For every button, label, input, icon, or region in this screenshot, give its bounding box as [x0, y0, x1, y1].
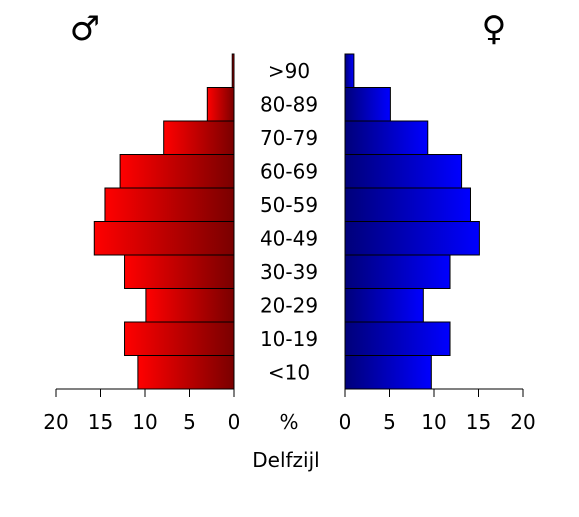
- male-bars: [93, 53, 235, 390]
- female-bar: [344, 321, 451, 356]
- male-bar: [145, 288, 235, 323]
- male-bar: [124, 321, 235, 356]
- unit-label: %: [279, 410, 298, 434]
- male-bar: [93, 221, 235, 256]
- age-group-label: 80-89: [260, 92, 318, 116]
- female-bar: [344, 355, 432, 390]
- age-group-label: >90: [268, 59, 310, 83]
- female-bars: [344, 53, 480, 390]
- female-axis-tick-label: 5: [383, 410, 396, 434]
- axes: 20 15 10 5 0 0 5 10 15 20: [43, 388, 536, 434]
- male-bar: [137, 355, 235, 390]
- male-bar: [231, 53, 235, 88]
- female-bar: [344, 187, 471, 222]
- age-group-label: 70-79: [260, 126, 318, 150]
- male-bar: [104, 187, 235, 222]
- male-axis-tick-label: 15: [88, 410, 113, 434]
- male-axis-tick-label: 5: [183, 410, 196, 434]
- female-axis-tick-label: 10: [421, 410, 446, 434]
- male-bar: [119, 154, 235, 189]
- age-group-label: 40-49: [260, 226, 318, 250]
- female-bar: [344, 221, 480, 256]
- male-symbol: ♂: [70, 9, 100, 49]
- female-symbol: ♀: [482, 9, 507, 49]
- age-group-label: <10: [268, 360, 310, 384]
- female-bar: [344, 53, 355, 88]
- age-group-label: 50-59: [260, 193, 318, 217]
- age-group-label: 60-69: [260, 159, 318, 183]
- male-bar: [124, 254, 235, 289]
- male-axis-tick-label: 0: [228, 410, 241, 434]
- female-axis-tick-label: 20: [510, 410, 535, 434]
- male-axis-tick-label: 10: [132, 410, 157, 434]
- female-axis-tick-label: 0: [339, 410, 352, 434]
- male-axis-tick-label: 20: [43, 410, 68, 434]
- female-bar: [344, 288, 424, 323]
- male-bar: [206, 87, 235, 122]
- age-group-label: 30-39: [260, 260, 318, 284]
- female-bar: [344, 87, 391, 122]
- male-bar: [163, 120, 235, 155]
- age-labels: <10 10-19 20-29 30-39 40-49 50-59 60-69 70-79 80…: [260, 59, 318, 385]
- female-bar: [344, 254, 451, 289]
- age-group-label: 20-29: [260, 293, 318, 317]
- chart-title: Delfzijl: [252, 448, 319, 472]
- age-group-label: 10-19: [260, 327, 318, 351]
- female-bar: [344, 120, 429, 155]
- female-axis-tick-label: 15: [466, 410, 491, 434]
- female-bar: [344, 154, 463, 189]
